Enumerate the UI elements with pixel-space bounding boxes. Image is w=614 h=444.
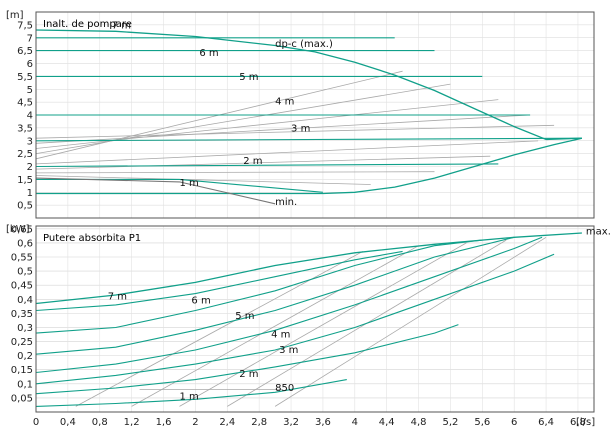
x-tick-label: 6,8 [570,417,586,428]
curve-label: 5 m [235,311,254,322]
gray-iso-line [35,171,435,174]
gray-iso-line [35,140,539,165]
series-line-3-m [35,253,555,385]
gray-iso-line [35,83,451,154]
y-tick-label: 6 [27,59,33,70]
y-tick-label: 0,5 [17,201,33,212]
y-tick-label: 5,5 [17,72,33,83]
x-tick-label: 2,4 [219,417,235,428]
gray-iso-line [274,236,547,407]
y-tick-label: 0,65 [11,224,33,235]
panel-title: Putere absorbita P1 [43,233,141,244]
curve-label: max. [586,226,611,237]
curve-label: 1 m [179,178,198,189]
x-tick-label: 0 [33,417,39,428]
series-line-1-m [35,379,347,407]
y-tick-label: 0,55 [11,253,33,264]
series-line-2-m [35,324,459,395]
series-line-4-m [35,236,543,374]
series-line-7-m [35,250,403,312]
series-line-5-m [35,236,515,355]
series-line-3-m [35,137,582,142]
y-unit-label: [kW] [6,224,30,235]
curve-label: 4 m [275,97,294,108]
series-line-dp-c-max- [35,29,583,195]
curve-label: 7 m [108,291,127,302]
gray-iso-line [35,124,555,139]
y-tick-label: 2,5 [17,149,33,160]
x-tick-label: 6,4 [538,417,554,428]
y-tick-label: 5 [27,85,33,96]
y-tick-label: 7 [27,33,33,44]
series-line-min- [35,177,276,205]
x-tick-label: 5,2 [442,417,458,428]
y-tick-label: 0,45 [11,281,33,292]
y-unit-label: [m] [6,10,24,21]
y-tick-label: 0,05 [11,393,33,404]
curve-label: 6 m [199,48,218,59]
y-tick-label: 0,2 [17,351,33,362]
x-tick-label: 2 [192,417,198,428]
gray-iso-line [35,155,491,170]
curve-label: 4 m [271,329,290,340]
y-tick-label: 1 [27,188,33,199]
plot-frame [35,11,595,219]
x-tick-label: 4,4 [379,417,395,428]
y-tick-label: 0,3 [17,323,33,334]
y-tick-label: 0,4 [17,295,33,306]
y-tick-label: 4,5 [17,98,33,109]
curve-label: 2 m [239,369,258,380]
x-tick-label: 1,6 [156,417,172,428]
x-tick-label: 1,2 [124,417,140,428]
y-tick-label: 4 [27,111,33,122]
gray-iso-line [75,251,363,407]
gray-iso-line [35,114,531,144]
y-tick-label: 0,5 [17,267,33,278]
series-line-max- [35,232,582,305]
x-unit-label: [l/s] [576,417,595,428]
y-tick-label: 3,5 [17,123,33,134]
x-tick-label: 0,8 [92,417,108,428]
y-tick-label: 0,6 [17,238,33,249]
y-tick-label: 0,15 [11,365,33,376]
y-tick-label: 0,1 [17,379,33,390]
gray-iso-line [131,245,419,407]
x-tick-label: 5,6 [474,417,490,428]
gray-iso-line [35,175,371,185]
y-tick-label: 3 [27,136,33,147]
series-line-2-m [35,163,499,168]
curve-label: 850 [275,383,294,394]
x-tick-label: 3,2 [283,417,299,428]
x-tick-label: 0,4 [60,417,76,428]
y-tick-label: 6,5 [17,46,33,57]
y-tick-label: 0,35 [11,309,33,320]
curve-label: min. [275,197,297,208]
curve-label: 5 m [239,72,258,83]
curve-label: 1 m [179,391,198,402]
x-tick-label: 4 [352,417,358,428]
panel-title: Inalt. de pompare [43,19,132,30]
curve-label: 3 m [279,345,298,356]
curve-label: 2 m [243,156,262,167]
plot-frame [35,225,595,413]
curve-label: 6 m [191,296,210,307]
y-tick-label: 2 [27,162,33,173]
y-tick-label: 7,5 [17,20,33,31]
curve-label: 7 m [112,21,131,32]
x-tick-label: 2,8 [251,417,267,428]
series-line-6-m [35,239,483,334]
y-tick-label: 0,25 [11,337,33,348]
gray-iso-line [179,242,467,407]
x-tick-label: 4,8 [411,417,427,428]
x-tick-label: 6 [511,417,517,428]
x-tick-label: 3,6 [315,417,331,428]
curve-label: dp-c (max.) [275,39,333,50]
y-tick-label: 1,5 [17,175,33,186]
curve-label: 3 m [291,124,310,135]
